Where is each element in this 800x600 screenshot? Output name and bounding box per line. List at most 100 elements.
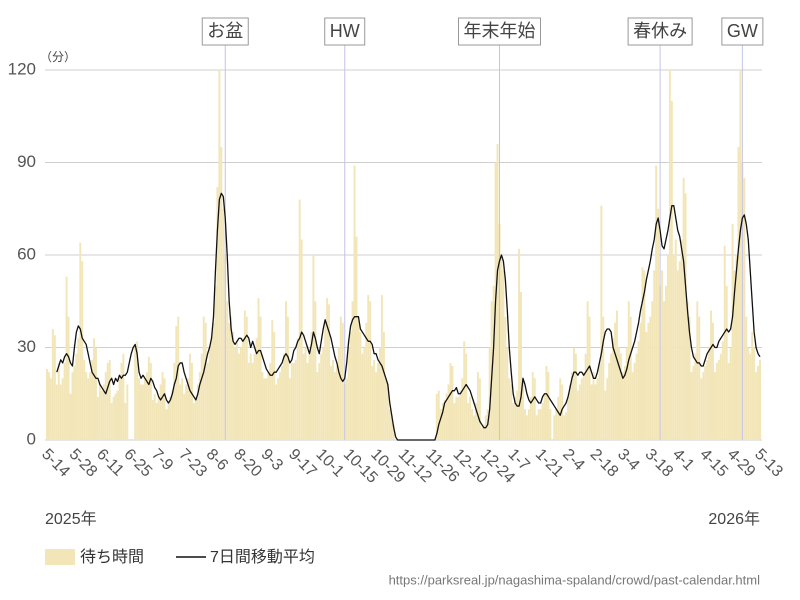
bar xyxy=(692,366,695,440)
bar xyxy=(87,378,90,440)
bar xyxy=(522,378,524,440)
bar xyxy=(234,347,237,440)
bar xyxy=(561,384,564,440)
bar xyxy=(657,208,660,440)
y-tick-label: 0 xyxy=(27,429,36,448)
bar xyxy=(627,301,630,440)
bar xyxy=(189,353,191,440)
bar xyxy=(676,270,679,440)
bar xyxy=(698,316,701,440)
bar xyxy=(281,366,284,440)
bar xyxy=(674,239,677,440)
bar xyxy=(279,372,282,440)
bar xyxy=(79,242,82,440)
bar xyxy=(367,295,370,440)
x-tick-label: 5-14 xyxy=(38,446,73,481)
bar xyxy=(108,359,111,440)
bar xyxy=(461,378,464,440)
bar xyxy=(216,187,219,440)
bar xyxy=(708,347,711,440)
bar xyxy=(574,353,577,440)
bar xyxy=(451,366,454,440)
annotation-label: お盆 xyxy=(207,21,243,41)
bar xyxy=(602,316,605,440)
bar xyxy=(257,298,260,440)
bar xyxy=(539,409,542,440)
bar xyxy=(183,393,186,440)
line-layer xyxy=(56,192,761,441)
bar xyxy=(651,301,654,440)
bar xyxy=(192,403,195,440)
bar xyxy=(98,384,101,440)
bar xyxy=(471,409,474,440)
bar xyxy=(625,347,628,440)
bar xyxy=(508,378,511,440)
bar xyxy=(523,409,526,440)
bar xyxy=(612,338,615,440)
bar xyxy=(727,362,730,440)
bar xyxy=(706,359,709,440)
bar xyxy=(373,359,376,440)
bar xyxy=(678,261,681,440)
bar xyxy=(723,245,726,440)
bar xyxy=(559,378,562,440)
bar xyxy=(283,353,285,440)
bar xyxy=(232,332,235,440)
bar xyxy=(588,316,591,440)
bar xyxy=(684,193,687,440)
bar xyxy=(555,409,558,440)
bar xyxy=(617,347,620,440)
bar xyxy=(330,366,333,440)
bar xyxy=(47,372,50,440)
bar xyxy=(531,372,534,440)
bar xyxy=(85,372,88,440)
bar xyxy=(516,390,519,440)
bar xyxy=(473,415,475,440)
bar xyxy=(643,270,646,440)
bar xyxy=(384,378,387,440)
bar xyxy=(492,285,495,440)
x-tick-label: 4-29 xyxy=(724,446,759,481)
bar xyxy=(388,409,391,440)
bar xyxy=(318,362,321,440)
bar xyxy=(465,353,468,440)
bar xyxy=(237,353,240,440)
bar xyxy=(488,347,491,440)
bar xyxy=(326,298,329,440)
bar xyxy=(379,347,381,440)
bar xyxy=(582,372,585,440)
bar xyxy=(496,144,499,440)
bar xyxy=(310,332,313,440)
bar xyxy=(745,316,748,440)
y-tick-label: 120 xyxy=(8,59,36,78)
bar xyxy=(751,332,754,440)
bar xyxy=(249,353,252,440)
bar xyxy=(230,316,233,440)
bar xyxy=(668,70,671,440)
bar xyxy=(83,359,86,440)
y-unit: （分） xyxy=(40,50,76,64)
bar xyxy=(365,322,368,440)
bar xyxy=(322,347,325,440)
bar xyxy=(447,384,450,440)
bar xyxy=(314,301,317,440)
x-tick-label: 9-17 xyxy=(285,446,320,481)
bar xyxy=(71,372,74,440)
bar xyxy=(743,177,746,440)
bar xyxy=(512,403,515,440)
bar xyxy=(533,378,536,440)
bar xyxy=(506,347,509,440)
bar xyxy=(251,362,254,440)
bar xyxy=(136,341,139,440)
bar xyxy=(567,396,570,440)
bar xyxy=(200,353,203,440)
bar xyxy=(663,301,665,440)
bar xyxy=(604,390,607,440)
bar xyxy=(173,362,176,440)
bar xyxy=(649,316,652,440)
bar xyxy=(645,332,648,440)
bar xyxy=(541,403,544,440)
bar xyxy=(46,369,48,440)
bar xyxy=(206,362,209,440)
